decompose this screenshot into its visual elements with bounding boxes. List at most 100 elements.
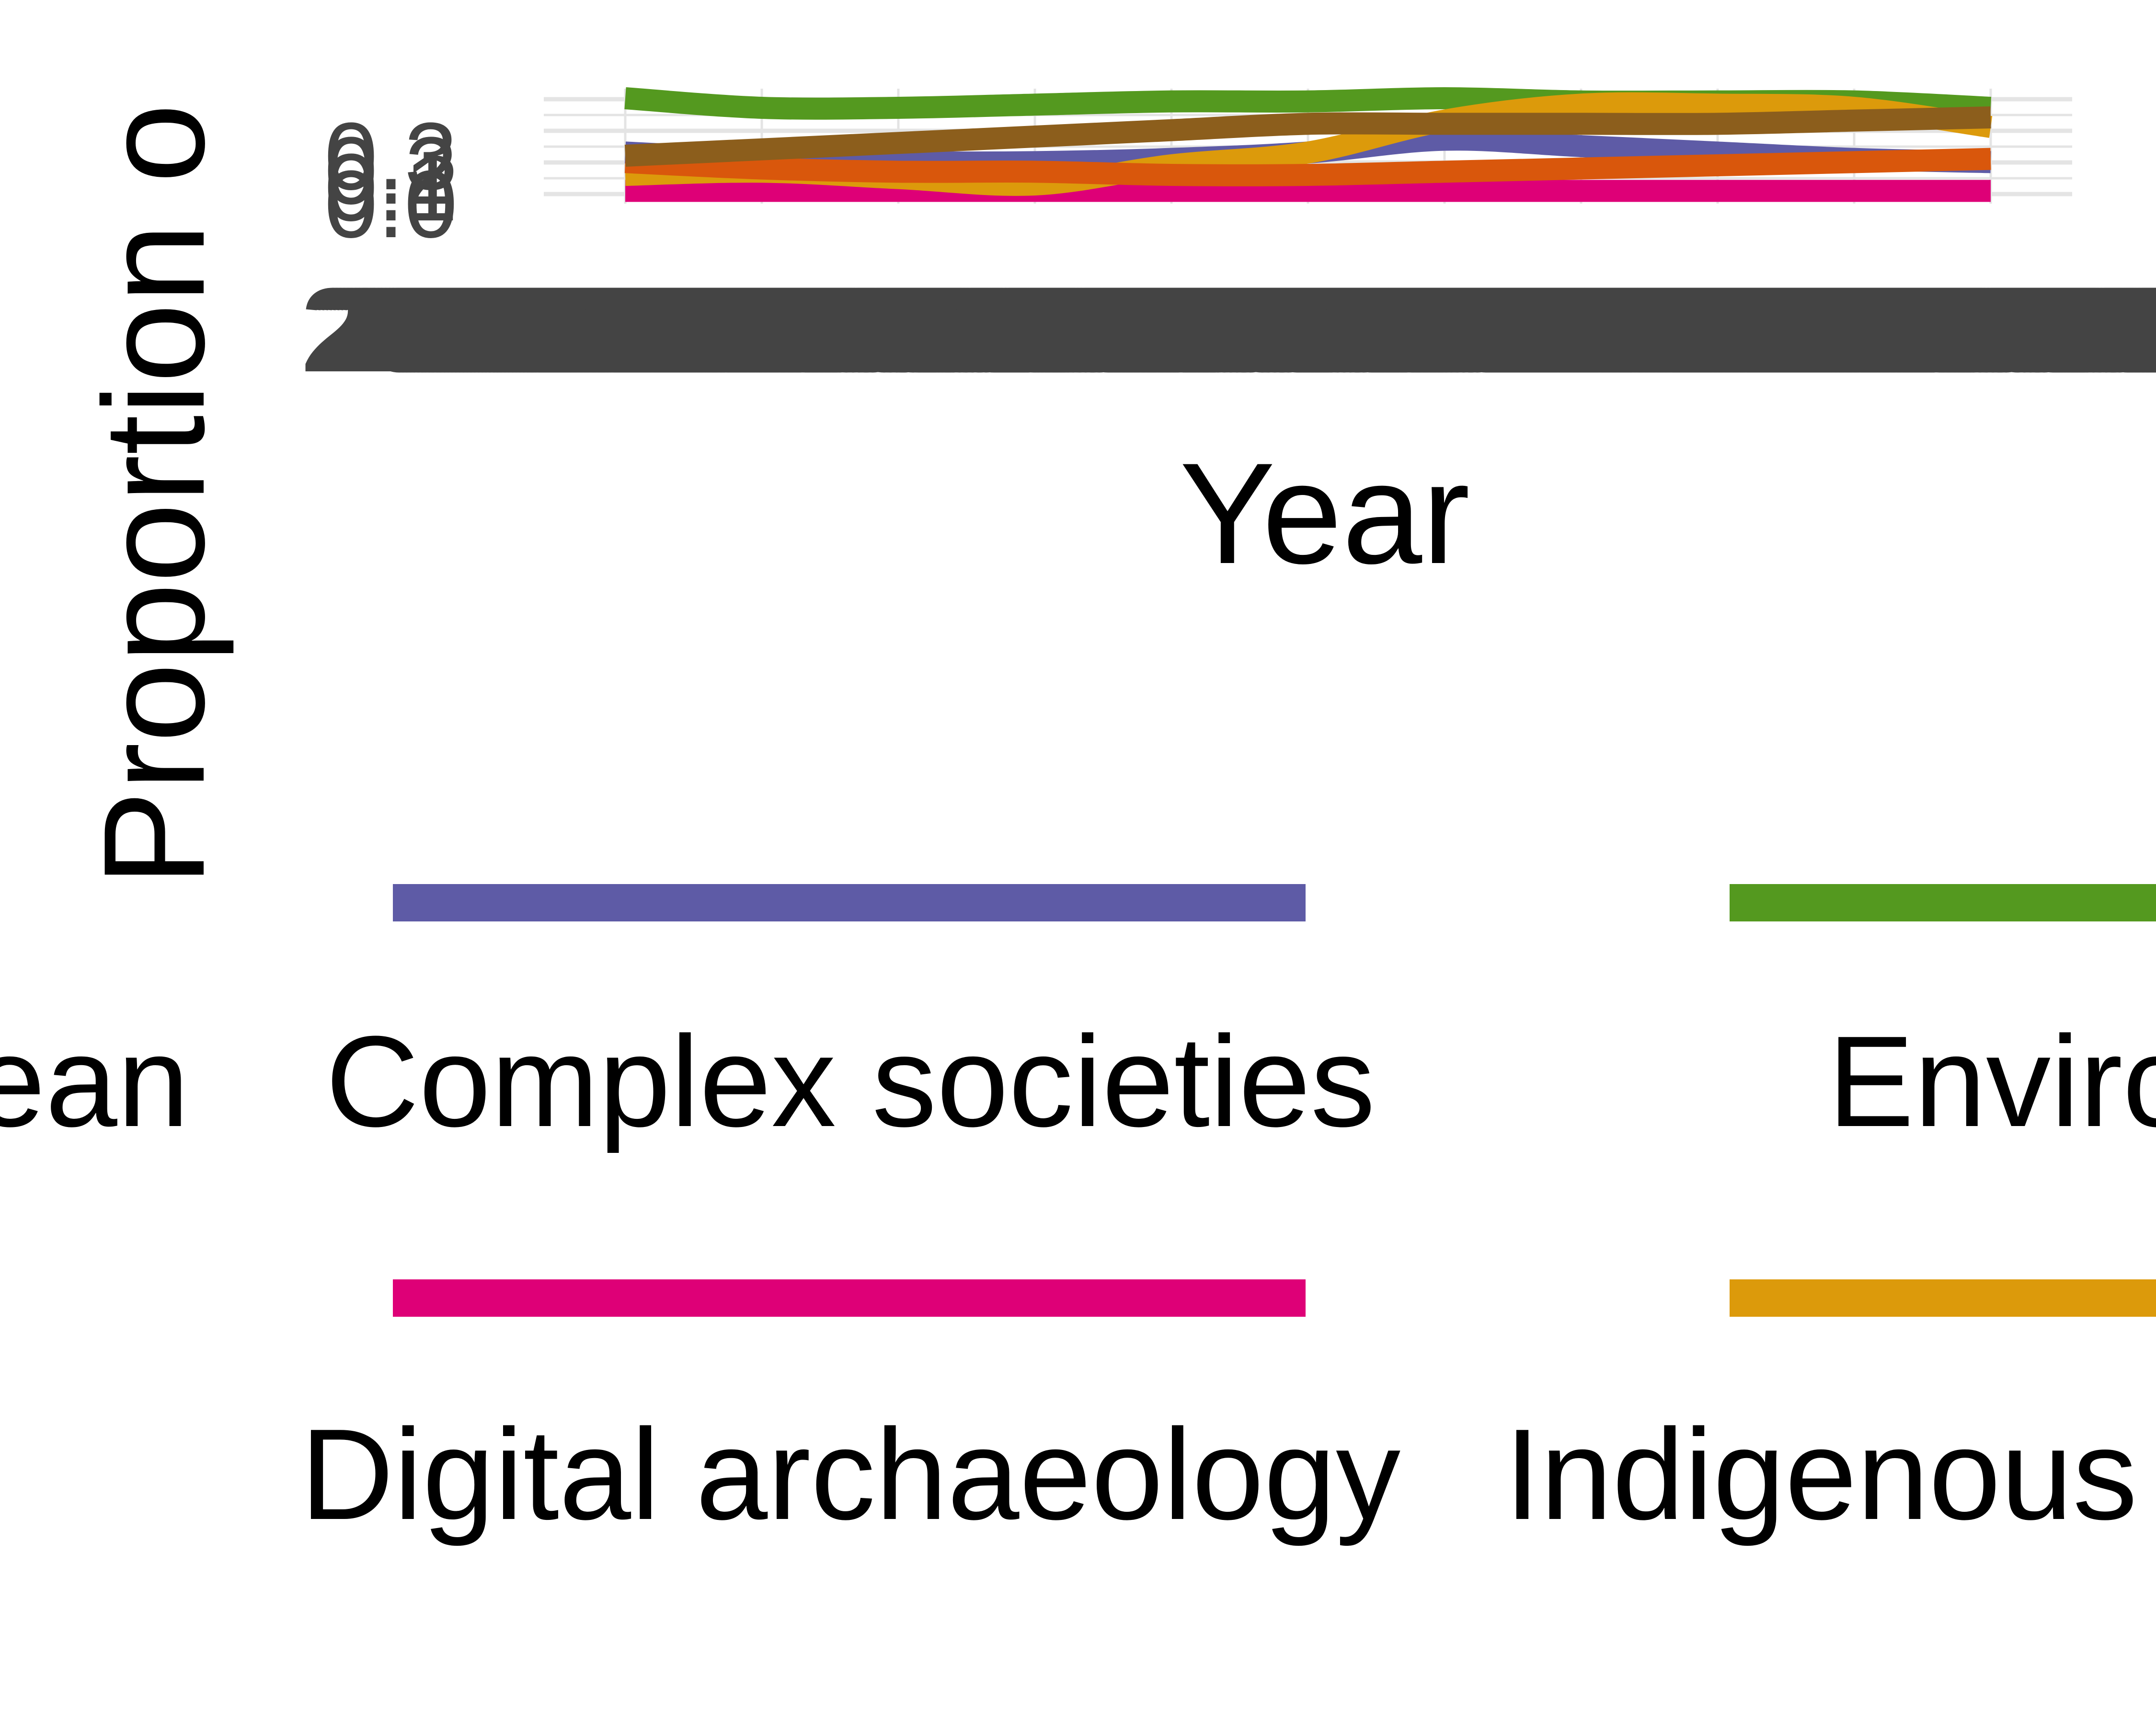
- x-tick-label: 2154: [844, 263, 1110, 397]
- x-tick-label: 2253: [1218, 263, 1484, 397]
- x-tick-label: 2329: [1505, 263, 1771, 397]
- x-tick-label: 2352: [1592, 263, 1858, 397]
- x-tick-label: 2248: [1199, 263, 1465, 397]
- x-tick-label: 2430: [1887, 263, 2153, 397]
- x-tick-label: 2488: [2106, 263, 2156, 397]
- x-tick-label: 2080: [564, 263, 830, 397]
- x-tick-label: 2486: [2099, 263, 2156, 397]
- x-tick-label: 2293: [1369, 263, 1635, 397]
- x-tick-label: 2237: [1158, 263, 1424, 397]
- x-tick-label: 2063: [500, 263, 766, 397]
- x-tick-label: 2055: [470, 263, 736, 397]
- x-tick-label: 2327: [1497, 263, 1764, 397]
- x-tick-label: 2105: [658, 263, 925, 397]
- legend: ean Complex societies Envirc Digital archae…: [0, 884, 2156, 1547]
- x-tick-label: 2117: [704, 263, 962, 397]
- x-tick-label: 2224: [1108, 263, 1375, 397]
- x-tick-label: 2167: [893, 263, 1159, 397]
- x-tick-label: 2040: [413, 263, 679, 397]
- x-tick-label: 2042: [420, 263, 687, 397]
- x-tick-label: 2342: [1554, 263, 1821, 397]
- x-tick-label: 2194: [995, 263, 1261, 397]
- x-tick-label: 2243: [1180, 263, 1446, 397]
- x-tick-label: 2307: [1422, 263, 1688, 397]
- x-tick-label: 2226: [1116, 263, 1382, 397]
- x-tick-label: 2179: [938, 263, 1204, 397]
- x-tick-label: 2023: [349, 263, 615, 397]
- x-tick-label: 2416: [1834, 263, 2100, 397]
- x-tick-label: 2018: [330, 263, 596, 397]
- x-tick-label: 2457: [1989, 263, 2156, 397]
- x-tick-label: 2465: [2019, 263, 2156, 397]
- x-tick-label: 2203: [1029, 263, 1295, 397]
- x-tick-label: 2283: [1331, 263, 1597, 397]
- x-tick-label: 2123: [726, 263, 993, 397]
- x-tick-label: 2152: [836, 263, 1102, 397]
- x-tick-label: 2444: [1939, 263, 2156, 397]
- x-tick-label: 2147: [817, 263, 1084, 397]
- x-tick-label: 2162: [874, 263, 1140, 397]
- x-tick-label: 2314: [1448, 263, 1715, 397]
- x-tick-label: 2116: [700, 263, 958, 397]
- x-tick-label: 2311: [1437, 263, 1695, 397]
- x-tick-label: 2083: [575, 263, 842, 397]
- x-tick-label: 2178: [934, 263, 1201, 397]
- x-tick-label: 2496: [2136, 263, 2156, 397]
- y-axis-label: Proportion o: [73, 104, 235, 886]
- x-tick-label: 2242: [1176, 263, 1443, 397]
- x-tick-label: 2011: [303, 263, 561, 397]
- x-tick-label: 2392: [1743, 263, 2009, 397]
- x-tick-label: 2367: [1649, 263, 1915, 397]
- x-tick-label: 2424: [1864, 263, 2131, 397]
- x-tick-label: 2124: [730, 263, 997, 397]
- x-tick-label: 2491: [2117, 263, 2156, 397]
- x-tick-label: 2074: [541, 263, 808, 397]
- x-tick-label: 2386: [1720, 263, 1987, 397]
- x-tick-label: 2160: [866, 263, 1133, 397]
- x-tick-label: 2111: [681, 263, 930, 397]
- x-tick-label: 2057: [477, 263, 744, 397]
- x-tick-label: 2382: [1705, 263, 1972, 397]
- x-tick-label: 2348: [1577, 263, 1843, 397]
- x-tick-label: 2086: [586, 263, 853, 397]
- x-tick-label: 2365: [1641, 263, 1907, 397]
- legend-label: Complex societies: [326, 1010, 1376, 1154]
- x-tick-label: 2106: [662, 263, 929, 397]
- x-tick-label: 2475: [2057, 263, 2156, 397]
- x-tick-label: 2267: [1271, 263, 1537, 397]
- x-tick-label: 2132: [760, 263, 1027, 397]
- x-tick-label: 2409: [1807, 263, 2074, 397]
- x-tick-label: 2044: [428, 263, 694, 397]
- x-tick-label: 2053: [462, 263, 728, 397]
- x-tick-label: 2077: [552, 263, 819, 397]
- x-tick-label: 2265: [1263, 263, 1529, 397]
- x-tick-label: 2032: [383, 263, 649, 397]
- x-tick-label: 2282: [1327, 263, 1594, 397]
- x-tick-label: 2163: [878, 263, 1144, 397]
- x-tick-label: 2038: [405, 263, 672, 397]
- x-tick-label: 2156: [851, 263, 1118, 397]
- x-tick-label: 2320: [1471, 263, 1737, 397]
- x-tick-label: 2410: [1811, 263, 2077, 397]
- x-tick-label: 2088: [594, 263, 860, 397]
- series-lines: [624, 87, 1993, 202]
- x-tick-label: 2288: [1350, 263, 1617, 397]
- x-tick-label: 2255: [1226, 263, 1492, 397]
- x-tick-label: 2219: [1089, 263, 1356, 397]
- y-tick-label: 0.2: [324, 117, 458, 224]
- x-tick-label: 2359: [1618, 263, 1885, 397]
- x-tick-label: 2220: [1093, 263, 1359, 397]
- x-tick-label: 2073: [538, 263, 804, 397]
- x-tick-label: 2010: [299, 263, 566, 397]
- x-tick-label: 2094: [617, 263, 883, 397]
- x-tick-label: 2310: [1433, 263, 1699, 397]
- x-tick-label: 2126: [738, 263, 1004, 397]
- legend-key-3: [393, 1279, 1306, 1317]
- x-tick-label: 2413: [1823, 263, 2089, 397]
- x-tick-label: 2345: [1565, 263, 1832, 397]
- series-line-5: [624, 148, 1991, 186]
- x-tick-label: 2286: [1342, 263, 1609, 397]
- x-tick-label: 2193: [991, 263, 1257, 397]
